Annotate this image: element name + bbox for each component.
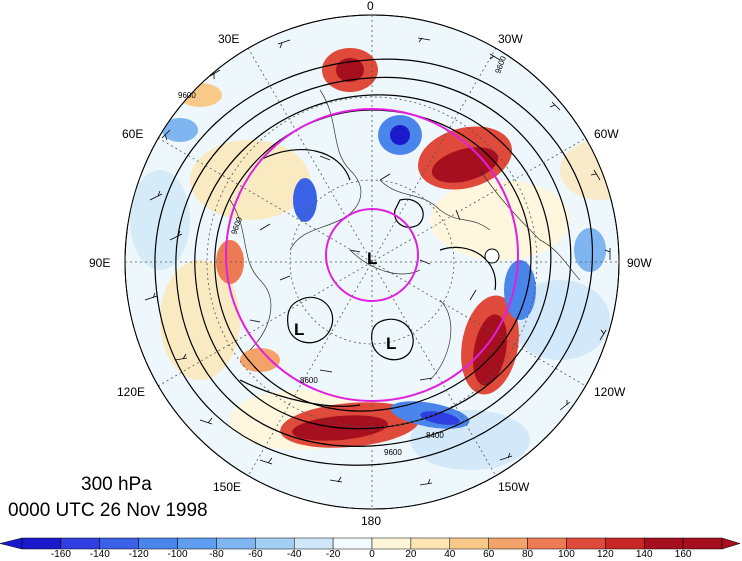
colorbar-bin [332, 537, 373, 550]
colorbar-tick-label: -40 [286, 549, 302, 560]
colorbar-tick-label: -80 [209, 549, 224, 560]
colorbar-tick-label: 40 [444, 549, 456, 560]
colorbar-tick-label: 60 [483, 549, 495, 560]
contour-label: 9600 [178, 91, 196, 100]
lon-label-bottom-left: 150E [213, 480, 242, 494]
contour-label: 8600 [300, 376, 318, 385]
pressure-centers: L L L [294, 249, 396, 353]
colorbar-bin [410, 537, 451, 550]
colorbar-tick-label: -100 [167, 549, 188, 560]
colorbar-bin [99, 537, 139, 550]
colorbar-tick-label: -120 [128, 549, 149, 560]
colorbar-bin [527, 537, 567, 550]
lon-label-right-lower: 120W [594, 385, 626, 399]
lon-label-bottom: 180 [361, 514, 382, 528]
lon-label-top-left: 30E [218, 32, 240, 46]
colorbar-arrow-left [0, 537, 23, 550]
wind-barbs [144, 37, 611, 486]
low-center-marker: L [367, 249, 377, 268]
anomaly-shading [130, 48, 619, 470]
lon-label-top-right: 30W [498, 32, 523, 46]
colorbar-tick-label: -160 [50, 549, 71, 560]
colorbar-bin [682, 537, 723, 550]
contour-label: 9600 [384, 448, 402, 457]
contour-label: 8400 [426, 431, 444, 440]
colorbar-bin [643, 537, 684, 550]
colorbar-tick-label: 160 [674, 549, 692, 560]
colorbar-bin [449, 537, 489, 550]
lon-label-bottom-right: 150W [498, 480, 530, 494]
colorbar-tick-label: -60 [248, 549, 263, 560]
colorbar-bin [60, 537, 101, 550]
colorbar-tick-label: -20 [325, 549, 341, 560]
colorbar-bin [216, 537, 256, 550]
colorbar-bin [371, 537, 412, 550]
lon-label-right-upper: 60W [594, 127, 619, 141]
colorbar-bin [255, 537, 295, 550]
colorbar-arrow-right [721, 537, 741, 550]
colorbar-tick-label: 100 [558, 549, 575, 560]
lon-label-left-lower: 120E [117, 385, 146, 399]
colorbar-bin [566, 537, 606, 550]
colorbar-bin [138, 537, 178, 550]
low-center-marker: L [294, 320, 304, 339]
colorbar-bin [21, 537, 62, 550]
colorbar-tick-label: -140 [89, 549, 110, 560]
colorbar-bin [488, 537, 528, 550]
colorbar-tick-label: 140 [635, 549, 653, 560]
colorbar-tick-label: 20 [405, 549, 417, 560]
coastlines [229, 89, 581, 381]
colorbar-bin [177, 537, 217, 550]
reference-circles [225, 108, 519, 402]
lon-label-right: 90W [627, 256, 652, 270]
colorbar-bin [293, 537, 334, 550]
low-center-marker: L [386, 334, 396, 353]
colorbar-tick-label: 120 [596, 549, 614, 560]
colorbar [0, 537, 741, 550]
lon-label-top: 0 [367, 0, 374, 13]
colorbar-tick-label: 0 [369, 549, 375, 560]
colorbar-tick-label: 80 [521, 549, 534, 560]
datetime-title: 0000 UTC 26 Nov 1998 [8, 500, 208, 521]
colorbar-bin [605, 537, 645, 550]
lon-label-left-upper: 60E [122, 127, 144, 141]
small-closed-contour [484, 248, 500, 264]
graticule [125, 15, 619, 509]
lon-label-left: 90E [89, 256, 111, 270]
pressure-level-title: 300 hPa [81, 474, 152, 495]
